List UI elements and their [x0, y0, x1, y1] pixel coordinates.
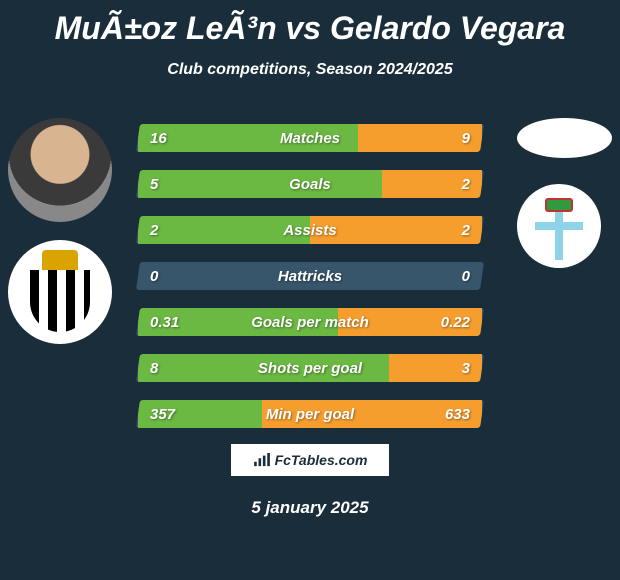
brand-badge: FcTables.com: [231, 444, 389, 476]
player1-club-crest: [8, 240, 112, 344]
comparison-bars: 169Matches 52Goals 22Assists 00Hattricks 0.3…: [138, 124, 482, 446]
stat-row: 52Goals: [136, 170, 484, 198]
stat-label: Matches: [138, 124, 482, 152]
player2-photo: [517, 118, 612, 158]
stat-row: 357633Min per goal: [136, 400, 484, 428]
stat-row: 0.310.22Goals per match: [136, 308, 484, 336]
stat-label: Assists: [138, 216, 482, 244]
stat-row: 00Hattricks: [136, 262, 484, 290]
brand-text: FcTables.com: [275, 452, 368, 468]
stat-row: 169Matches: [136, 124, 484, 152]
stat-label: Min per goal: [138, 400, 482, 428]
date-text: 5 january 2025: [0, 498, 620, 518]
stat-label: Hattricks: [138, 262, 482, 290]
right-avatars: [517, 118, 612, 268]
stat-label: Shots per goal: [138, 354, 482, 382]
player1-photo: [8, 118, 112, 222]
page-subtitle: Club competitions, Season 2024/2025: [0, 61, 620, 79]
left-avatars: [8, 118, 112, 344]
stat-row: 83Shots per goal: [136, 354, 484, 382]
stat-label: Goals: [138, 170, 482, 198]
stat-label: Goals per match: [138, 308, 482, 336]
chart-icon: [253, 453, 271, 467]
player2-club-crest: [517, 184, 601, 268]
stat-row: 22Assists: [136, 216, 484, 244]
page-title: MuÃ±oz LeÃ³n vs Gelardo Vegara: [0, 0, 620, 47]
